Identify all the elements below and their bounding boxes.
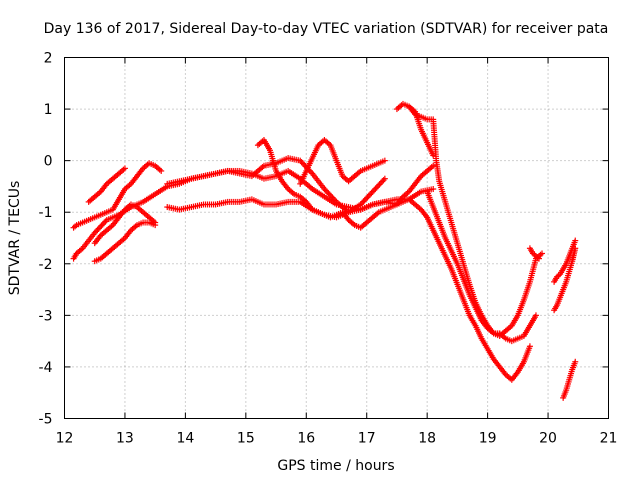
x-tick-label: 19 [479,431,497,447]
x-axis-label: GPS time / hours [277,458,394,474]
axis-ticks [64,57,609,419]
data-point [539,250,546,257]
data-point [381,175,388,182]
data-point [430,186,437,193]
data-point [121,165,128,172]
grid [64,57,609,419]
data-point [526,343,533,350]
x-tick-label: 17 [358,431,376,447]
data-point [535,255,542,262]
x-tick-label: 21 [600,431,618,447]
y-tick-label: 0 [44,154,53,170]
series-arc-k [406,103,437,159]
series-arc-h [254,137,437,231]
series-arc-m [526,245,542,262]
y-tick-label: -4 [39,360,53,376]
series-arc-l [424,188,539,345]
x-tick-label: 12 [56,431,74,447]
data-point [572,358,579,365]
data-series [70,100,579,401]
y-axis-label: SDTVAR / TECUs [7,181,23,296]
data-point [381,157,388,164]
data-point [158,167,165,174]
x-tick-label: 15 [237,431,255,447]
plot-frame [64,57,609,419]
series-arc-c [91,219,159,265]
series-arc-i [297,137,388,187]
x-tick-labels: 12 13 14 15 16 17 18 19 20 21 [56,431,618,447]
data-point [430,152,437,159]
chart-title: Day 136 of 2017, Sidereal Day-to-day VTE… [44,21,609,37]
series-arc-e [85,165,128,205]
series-arc-j [393,100,546,339]
data-point [532,312,539,319]
data-point [430,162,437,169]
data-point [572,245,579,252]
data-point [572,237,579,244]
x-tick-label: 18 [418,431,436,447]
series-arc-d [91,201,159,247]
y-tick-label: -3 [39,308,53,324]
y-tick-label: 2 [44,51,53,67]
series-arc-p [560,358,579,401]
x-tick-label: 16 [297,431,315,447]
series-arc-o [551,245,579,314]
y-tick-label: 1 [44,102,53,118]
series-arc-a [70,160,165,231]
y-tick-label: -5 [39,412,53,428]
x-tick-label: 13 [116,431,134,447]
series-arc-g [164,155,388,216]
x-tick-label: 20 [539,431,557,447]
x-tick-label: 14 [176,431,194,447]
series-arc-f [164,196,533,383]
series-arc-n [551,237,579,285]
data-point [152,219,159,226]
y-tick-labels: -5 -4 -3 -2 -1 0 1 2 [39,51,53,428]
y-tick-label: -2 [39,257,53,273]
y-tick-label: -1 [39,205,53,221]
